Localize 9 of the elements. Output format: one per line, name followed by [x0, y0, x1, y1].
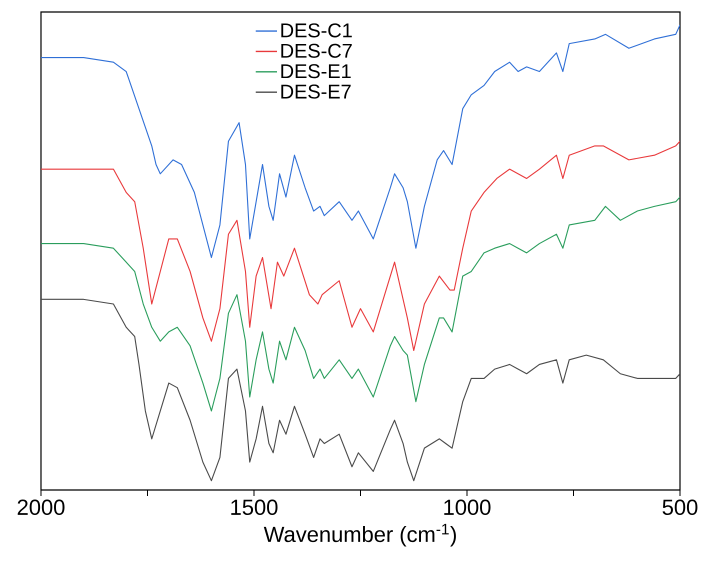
x-tick-label: 1000 — [444, 500, 491, 516]
legend-label: DES-C7 — [281, 44, 352, 58]
x-tick-label: 1500 — [231, 500, 278, 516]
x-tick-label: 2000 — [18, 500, 64, 516]
legend-label: DES-E7 — [281, 84, 351, 99]
x-tick-label: 500 — [662, 500, 698, 516]
x-axis-title: Wavenumber (cm$^{-1}$) — [264, 524, 456, 546]
legend-label: DES-E1 — [281, 64, 351, 78]
legend-label: DES-C1 — [281, 23, 352, 38]
